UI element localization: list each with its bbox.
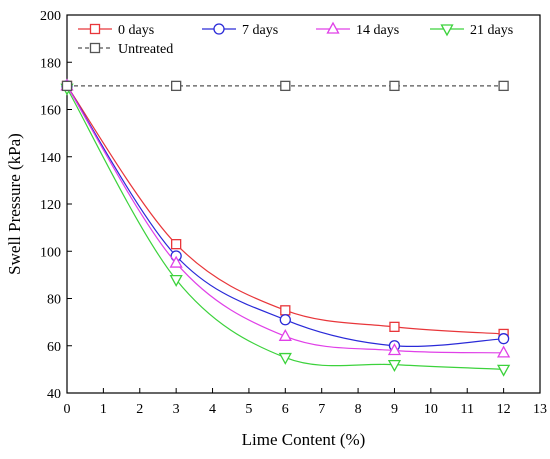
- legend-item: 7 days: [202, 23, 278, 38]
- series-line: [66, 87, 504, 370]
- legend-label: 14 days: [356, 23, 399, 38]
- x-tick-label: 0: [64, 402, 71, 417]
- legend-label: 0 days: [118, 23, 154, 38]
- y-axis-ticks: 40 60 80 100 120 140 160 180 200: [40, 9, 72, 402]
- x-tick-label: 10: [424, 402, 438, 417]
- legend-marker: [213, 23, 225, 35]
- legend-marker: [440, 24, 454, 37]
- x-tick-label: 5: [245, 402, 252, 417]
- data-point: [278, 352, 292, 365]
- data-point: [498, 80, 509, 92]
- x-tick-label: 12: [497, 402, 511, 417]
- x-tick-label: 1: [100, 402, 107, 417]
- y-tick-label: 40: [47, 387, 61, 402]
- x-tick-label: 2: [136, 402, 143, 417]
- legend-item: 21 days: [430, 23, 513, 38]
- data-point: [389, 321, 400, 333]
- data-point: [171, 80, 182, 92]
- series-0-days: [61, 80, 509, 340]
- x-tick-label: 9: [391, 402, 398, 417]
- data-point: [497, 333, 510, 345]
- y-tick-label: 120: [40, 198, 61, 213]
- legend-marker: [89, 23, 101, 35]
- x-tick-label: 13: [533, 402, 547, 417]
- data-point: [278, 328, 292, 341]
- y-tick-label: 180: [40, 56, 61, 71]
- legend-marker: [89, 42, 101, 54]
- legend-marker: [326, 21, 340, 34]
- legend-label: Untreated: [118, 42, 173, 57]
- legend-item: 14 days: [316, 21, 399, 38]
- series-line: [66, 85, 504, 335]
- data-point: [387, 343, 402, 356]
- data-point: [280, 305, 291, 316]
- y-tick-label: 160: [40, 104, 61, 119]
- data-point: [280, 80, 291, 92]
- x-tick-label: 4: [209, 402, 216, 417]
- series-untreated: [61, 80, 509, 92]
- data-point: [279, 314, 291, 326]
- y-tick-label: 80: [47, 293, 61, 308]
- data-point: [387, 359, 402, 372]
- y-axis-label: Swell Pressure (kPa): [5, 133, 24, 275]
- data-point: [61, 80, 73, 92]
- data-point: [171, 239, 182, 250]
- data-point: [169, 255, 183, 268]
- x-tick-label: 11: [460, 402, 473, 417]
- y-tick-label: 100: [40, 245, 61, 260]
- x-axis-ticks: 0 1 2 3 4 5 6 7 8 9 10 11 12 13: [64, 388, 547, 417]
- series-line: [66, 85, 504, 354]
- series-layer: [60, 78, 511, 377]
- x-axis-label: Lime Content (%): [242, 430, 366, 449]
- y-tick-label: 200: [40, 9, 61, 24]
- data-point: [497, 364, 511, 377]
- legend: 0 days 7 days 14 days 21 days Untreated: [78, 21, 513, 57]
- legend-item: Untreated: [78, 42, 173, 57]
- x-tick-label: 8: [355, 402, 362, 417]
- x-tick-label: 3: [173, 402, 180, 417]
- x-tick-label: 7: [318, 402, 325, 417]
- legend-label: 21 days: [470, 23, 513, 38]
- legend-label: 7 days: [242, 23, 278, 38]
- x-tick-label: 6: [282, 402, 289, 417]
- y-tick-label: 60: [47, 340, 61, 355]
- legend-item: 0 days: [78, 23, 154, 38]
- data-point: [169, 274, 183, 287]
- series-line: [66, 85, 504, 347]
- data-point: [497, 345, 511, 358]
- data-point: [389, 80, 400, 92]
- y-tick-label: 140: [40, 151, 61, 166]
